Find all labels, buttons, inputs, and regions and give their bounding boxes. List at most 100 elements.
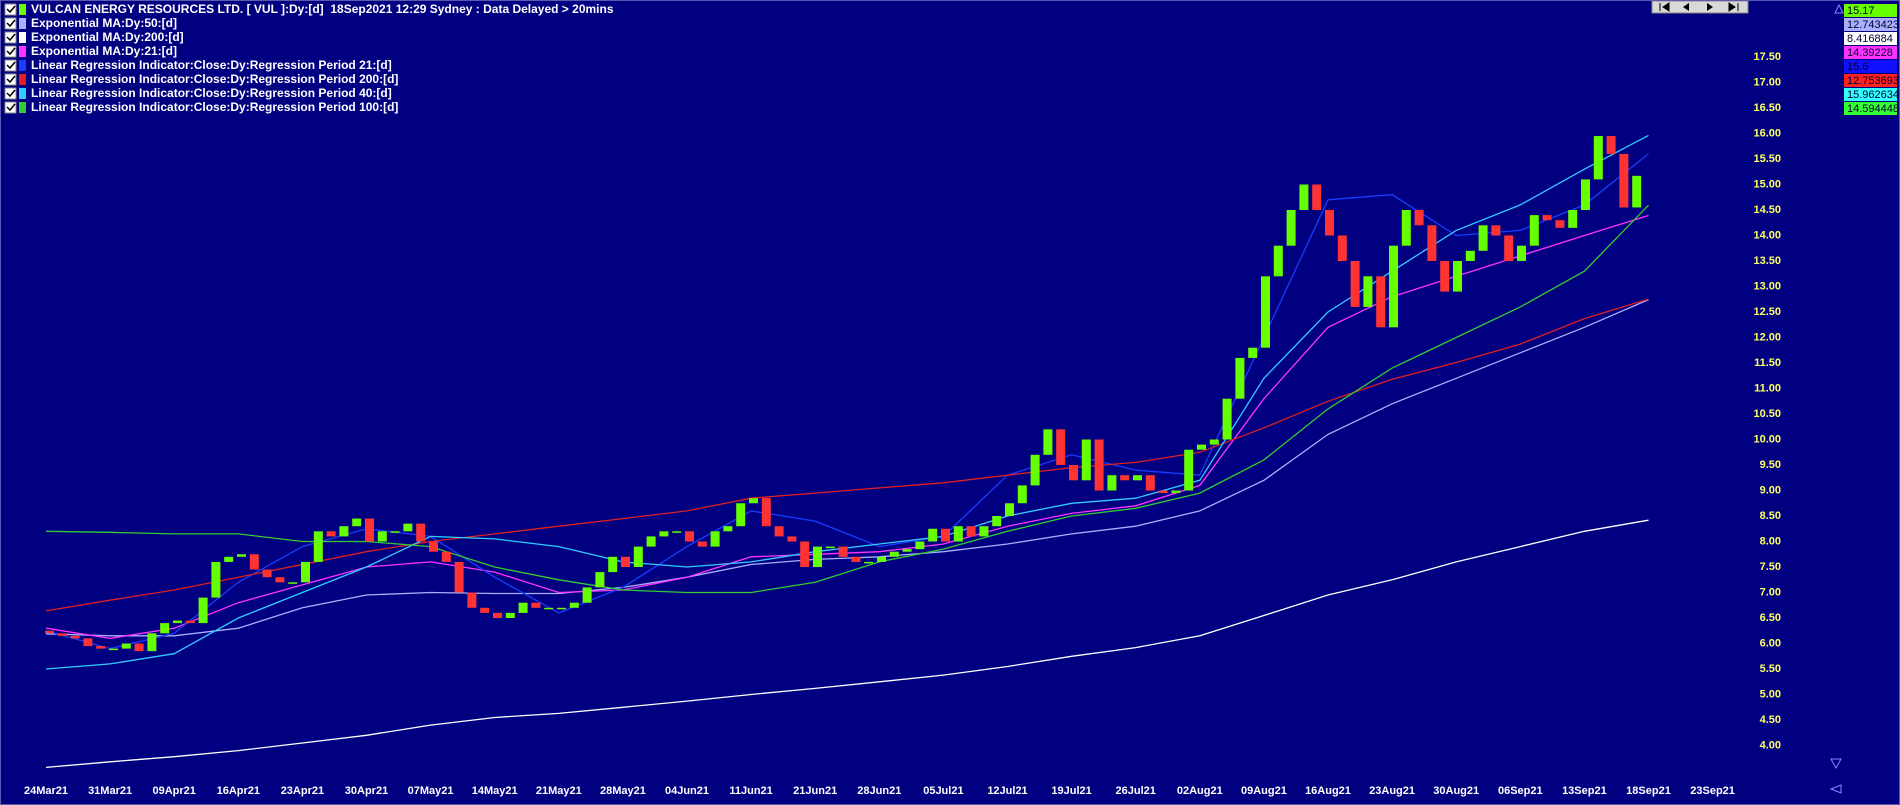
legend-swatch xyxy=(19,18,26,29)
candle xyxy=(480,607,490,613)
value-box-label: 15.17 xyxy=(1847,5,1875,17)
candle xyxy=(147,633,157,652)
candle xyxy=(1350,261,1360,307)
candle xyxy=(365,518,374,542)
candle xyxy=(1619,153,1629,208)
legend-checkbox[interactable] xyxy=(4,31,17,44)
candle xyxy=(1094,439,1104,491)
candle xyxy=(1222,398,1232,440)
y-tick-label: 14.00 xyxy=(1753,229,1781,241)
value-box-label: 8.416884 xyxy=(1847,33,1893,45)
y-tick-label: 14.50 xyxy=(1753,204,1781,216)
x-tick-label: 21May21 xyxy=(536,785,582,797)
x-tick-label: 24Mar21 xyxy=(24,785,68,797)
indicator-line xyxy=(45,204,1649,594)
legend-swatch xyxy=(19,102,26,113)
legend-checkbox[interactable] xyxy=(4,87,17,100)
candle xyxy=(877,556,886,562)
zoom-icon[interactable] xyxy=(1830,758,1842,770)
x-tick-label: 16Aug21 xyxy=(1305,785,1351,797)
y-tick-label: 4.50 xyxy=(1760,714,1781,726)
legend-check xyxy=(6,103,16,112)
candle xyxy=(1465,250,1475,261)
candle xyxy=(1478,225,1488,251)
legend-checkbox[interactable] xyxy=(4,17,17,30)
value-box xyxy=(1844,32,1897,45)
legend-checkbox[interactable] xyxy=(4,59,17,72)
y-tick-label: 13.50 xyxy=(1753,255,1781,267)
candle xyxy=(1568,210,1578,228)
candle xyxy=(45,630,54,634)
legend-check xyxy=(6,61,16,70)
candle xyxy=(109,648,118,651)
value-box-label: 12.753693 xyxy=(1847,75,1899,87)
x-tick-label: 16Apr21 xyxy=(217,785,260,797)
legend-swatch xyxy=(19,32,26,43)
value-box xyxy=(1844,46,1897,59)
x-tick-label: 09Aug21 xyxy=(1241,785,1287,797)
legend-checkbox[interactable] xyxy=(4,3,17,16)
x-tick-label: 09Apr21 xyxy=(152,785,195,797)
x-tick-label: 12Jul21 xyxy=(987,785,1027,797)
candle xyxy=(160,623,170,634)
value-box-label: 15.6 xyxy=(1847,61,1868,73)
y-tick-label: 10.50 xyxy=(1753,408,1781,420)
nav-first[interactable] xyxy=(1659,2,1670,12)
x-tick-label: 23Aug21 xyxy=(1369,785,1415,797)
legend-checkbox[interactable] xyxy=(4,101,17,114)
candle xyxy=(1209,439,1219,445)
candle xyxy=(1363,276,1373,307)
candle xyxy=(1030,454,1040,486)
value-box-label: 14.594448 xyxy=(1847,103,1899,115)
candle xyxy=(211,561,221,598)
candle xyxy=(224,556,234,562)
candle xyxy=(851,556,861,562)
candle xyxy=(403,523,413,532)
candle xyxy=(493,612,502,618)
nav-prev[interactable] xyxy=(1683,3,1689,11)
candle xyxy=(736,503,746,527)
x-tick-label: 30Aug21 xyxy=(1433,785,1479,797)
candle xyxy=(992,516,1002,527)
legend-check xyxy=(6,5,16,14)
candle xyxy=(710,531,720,547)
legend-checkbox[interactable] xyxy=(4,45,17,58)
x-tick-label: 23Sep21 xyxy=(1690,785,1735,797)
candle xyxy=(723,526,733,532)
legend-label: Exponential MA:Dy:200:[d] xyxy=(31,30,184,44)
candle xyxy=(800,541,810,567)
scroll-up[interactable] xyxy=(1834,3,1844,14)
candle xyxy=(173,620,182,624)
candle xyxy=(1440,261,1450,292)
legend-label: Linear Regression Indicator:Close:Dy:Reg… xyxy=(31,72,398,86)
x-tick-label: 04Jun21 xyxy=(665,785,709,797)
indicator-line xyxy=(45,153,1649,650)
candle xyxy=(1491,225,1501,236)
candle xyxy=(531,602,541,608)
x-tick-label: 06Sep21 xyxy=(1498,785,1543,797)
nav-buttons[interactable] xyxy=(1651,1,1749,14)
candle xyxy=(326,531,336,537)
x-tick-label: 31Mar21 xyxy=(88,785,132,797)
y-tick-label: 4.00 xyxy=(1760,739,1781,751)
scroll-right[interactable] xyxy=(1829,784,1842,794)
y-tick-label: 12.00 xyxy=(1753,331,1781,343)
y-tick-label: 13.00 xyxy=(1753,280,1781,292)
nav-next[interactable] xyxy=(1707,3,1713,11)
y-tick-label: 6.50 xyxy=(1760,612,1781,624)
nav-last[interactable] xyxy=(1728,2,1739,12)
candle xyxy=(83,638,93,647)
candle xyxy=(70,635,80,639)
value-box-label: 14.39228 xyxy=(1847,47,1893,59)
candle xyxy=(288,582,298,584)
candle xyxy=(467,592,477,608)
y-tick-label: 15.00 xyxy=(1753,178,1781,190)
value-box-label: 15.962634 xyxy=(1847,89,1899,101)
candle xyxy=(941,528,950,542)
y-tick-label: 7.50 xyxy=(1760,561,1781,573)
legend-swatch xyxy=(19,60,26,71)
legend-label: Linear Regression Indicator:Close:Dy:Reg… xyxy=(31,86,392,100)
legend-checkbox[interactable] xyxy=(4,73,17,86)
value-box xyxy=(1844,4,1897,17)
